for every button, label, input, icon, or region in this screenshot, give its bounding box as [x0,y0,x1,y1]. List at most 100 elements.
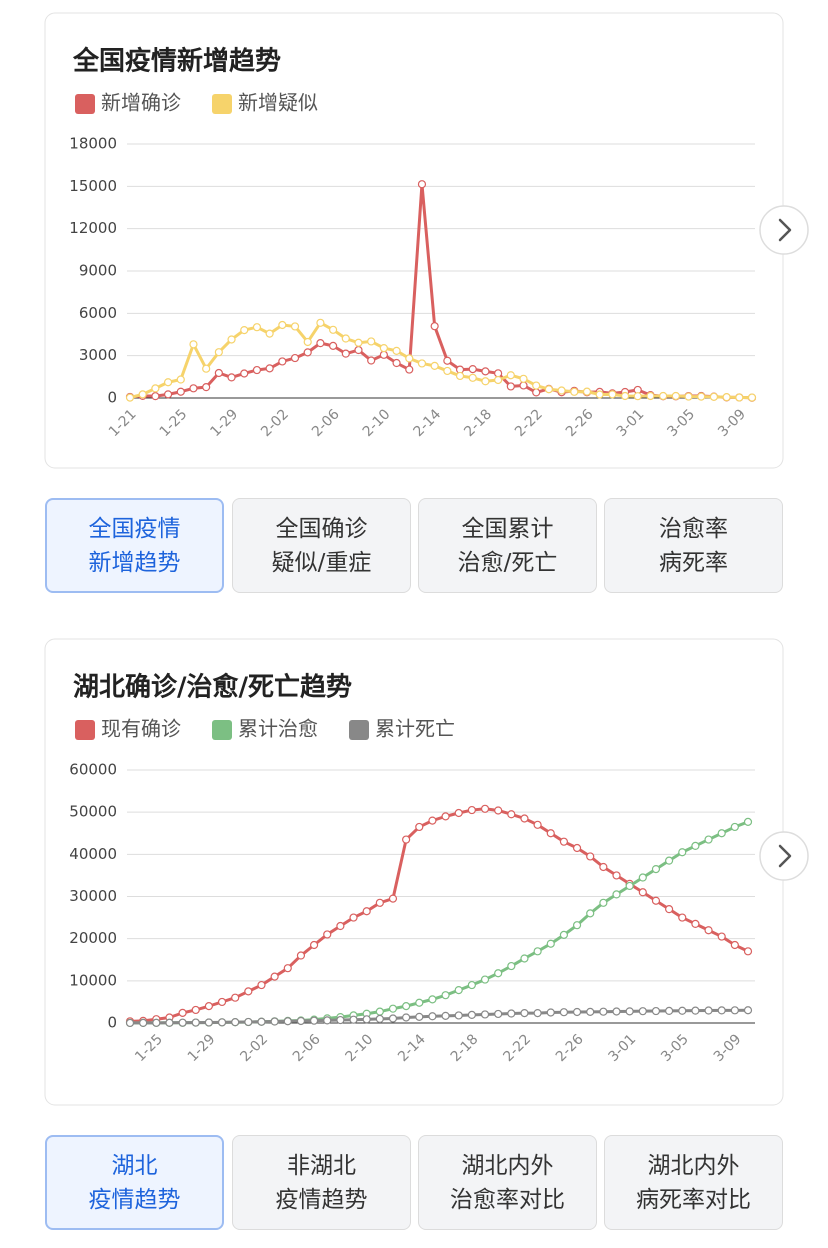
legend-label: 现有确诊 [101,717,181,741]
data-point [178,1008,187,1017]
data-point [392,358,401,368]
data-point [507,1009,516,1018]
data-point [480,1010,490,1019]
data-point [349,913,358,922]
data-point [204,1018,213,1027]
data-point [165,1018,174,1027]
data-point [659,391,668,401]
data-point [283,1017,292,1026]
next-button[interactable] [759,831,809,881]
data-point [405,354,414,363]
data-point [481,367,490,376]
data-point [651,864,661,874]
data-point [329,341,338,350]
data-point [494,806,503,815]
data-point [441,1011,450,1020]
data-point [329,325,338,334]
data-point [454,1011,463,1020]
data-point [480,804,490,813]
data-point [532,388,541,397]
data-point [341,334,350,343]
data-point [336,921,345,931]
data-point [572,1007,582,1017]
data-point [375,898,384,907]
tab-button[interactable]: 治愈率 病死率 [604,498,783,593]
y-tick-label: 50000 [69,803,117,821]
data-point [638,888,647,897]
data-point [599,862,608,872]
data-point [717,932,726,941]
legend-swatch [75,720,95,740]
tab-button[interactable]: 湖北 疫情趋势 [45,1135,224,1230]
data-point [730,1006,739,1015]
tab-button[interactable]: 全国确诊 疑似/重症 [232,498,411,593]
data-point [151,392,160,401]
data-point [468,365,477,374]
legend-label: 累计死亡 [375,717,455,741]
tab-label: 疫情趋势 [88,1186,181,1213]
tab-button[interactable]: 非湖北 疫情趋势 [232,1135,411,1230]
legend-swatch [212,720,232,740]
data-point [480,975,490,984]
tab-label: 疫情趋势 [275,1186,368,1213]
data-point [704,1006,713,1015]
tab-button[interactable]: 全国疫情 新增趋势 [45,498,224,593]
y-tick-label: 9000 [79,262,117,280]
data-point [467,1010,476,1019]
tab-label: 病死率对比 [636,1186,751,1213]
next-button[interactable] [759,205,809,255]
data-point [323,1016,332,1025]
data-point [533,820,542,829]
tab-label: 治愈/死亡 [457,549,558,576]
data-point [557,386,566,395]
next-button-circle [759,831,809,881]
data-point [240,325,249,335]
data-point [743,1006,753,1015]
data-point [704,835,713,844]
y-tick-label: 3000 [79,346,117,364]
legend-label: 新增确诊 [101,91,181,115]
data-point [559,930,569,939]
data-point [612,871,621,880]
data-point [415,998,424,1007]
tab-label: 全国确诊 [275,515,368,542]
data-point [595,390,604,399]
data-point [665,856,674,865]
data-point [244,987,253,996]
data-point [270,1017,279,1026]
data-point [430,361,439,370]
tab-button[interactable]: 湖北内外 病死率对比 [604,1135,783,1230]
data-point [402,1013,411,1022]
data-point [494,369,503,378]
data-point [454,986,463,995]
tab-button[interactable]: 全国累计 治愈/死亡 [418,498,597,593]
data-point [428,1012,437,1021]
data-point [388,1014,398,1023]
data-point [214,368,223,378]
data-point [362,1015,371,1024]
data-point [388,894,398,903]
tab-label: 治愈率对比 [450,1186,565,1213]
data-point [189,384,198,393]
data-point [163,390,173,399]
y-tick-label: 30000 [69,887,117,905]
data-point [214,348,223,357]
data-point [678,848,687,857]
data-point [570,387,579,396]
tab-button[interactable]: 湖北内外 治愈率对比 [418,1135,597,1230]
data-point [717,829,726,838]
data-point [303,337,312,347]
data-point [586,909,595,918]
tab-label: 全国疫情 [88,515,181,542]
data-point [506,382,515,391]
data-point [278,357,287,366]
data-point [341,349,350,358]
data-point [430,322,439,331]
data-point [191,1005,200,1015]
data-point [443,356,452,365]
y-tick-label: 40000 [69,845,117,863]
data-point [125,1018,135,1028]
data-point [316,318,325,327]
data-point [722,393,731,402]
